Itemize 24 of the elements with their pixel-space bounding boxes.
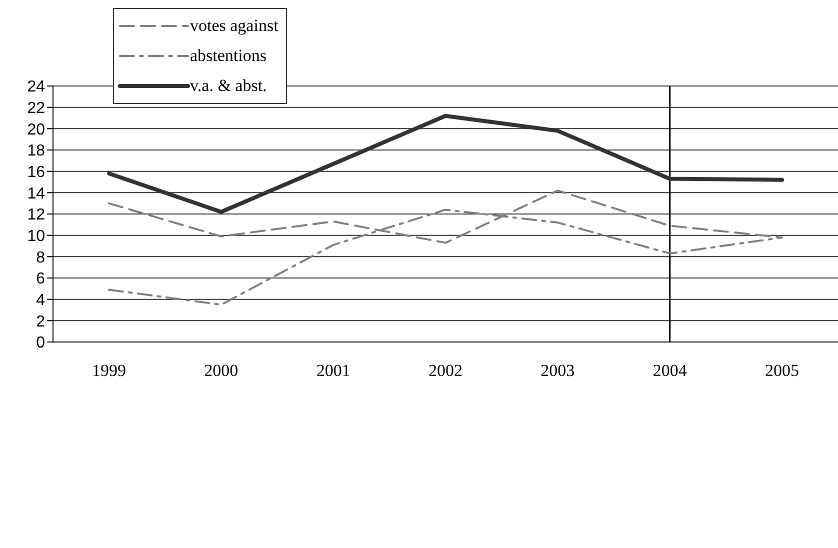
y-tick-label: 16 (27, 164, 46, 182)
x-tick-label: 2003 (540, 361, 575, 380)
legend-label: v.a. & abst. (190, 76, 267, 96)
x-tick-label: 2005 (765, 361, 799, 380)
x-tick-label: 2001 (316, 361, 350, 380)
x-tick-label: 2002 (428, 361, 462, 380)
y-tick-label: 2 (36, 313, 46, 330)
line-series (107, 114, 784, 214)
y-tick-label: 8 (36, 249, 46, 266)
y-tick-label: 12 (27, 206, 46, 224)
y-tick-label: 20 (27, 121, 46, 138)
y-tick-label: 10 (27, 228, 46, 246)
y-tick-label: 4 (36, 292, 46, 310)
y-tick-label: 0 (36, 334, 46, 352)
y-tick-label: 22 (27, 100, 46, 118)
x-tick-label: 2000 (204, 361, 238, 380)
x-tick-label: 1999 (92, 361, 126, 380)
y-tick-label: 24 (27, 78, 46, 96)
y-tick-label: 14 (27, 185, 46, 202)
y-tick-label: 18 (27, 142, 46, 160)
legend-label: abstentions (190, 46, 266, 66)
y-tick-label: 6 (36, 270, 46, 288)
legend-label: votes against (190, 16, 278, 36)
x-tick-label: 2004 (652, 361, 688, 380)
